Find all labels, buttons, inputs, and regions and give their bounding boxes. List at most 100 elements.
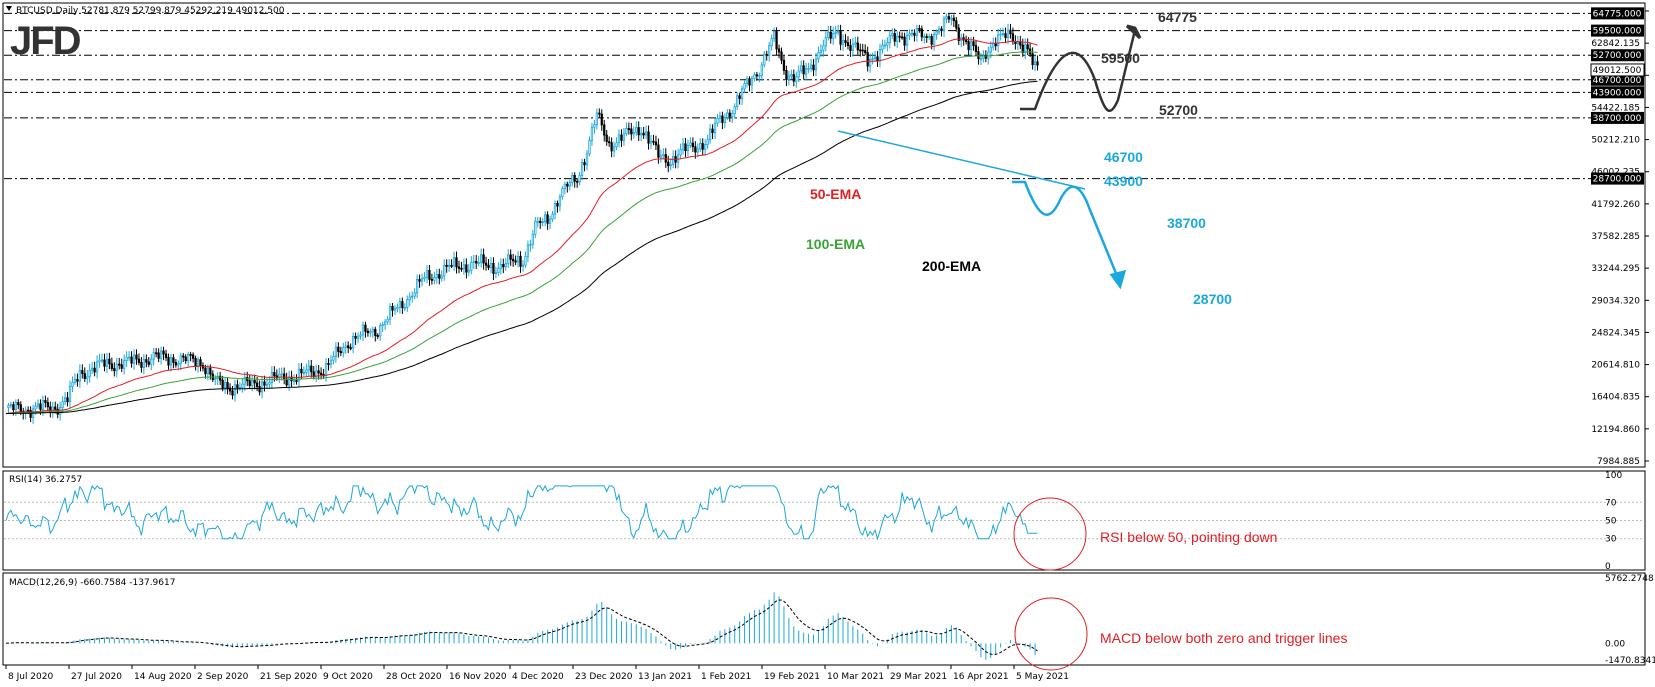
candle-body <box>130 356 133 364</box>
candle-body <box>876 56 879 62</box>
candle-body <box>470 262 473 271</box>
candle-body <box>1016 41 1019 44</box>
candle-body <box>430 278 434 281</box>
candle-body <box>342 346 345 354</box>
candle-body <box>145 359 148 363</box>
macd-panel-frame <box>2 572 1646 666</box>
candle-body <box>214 378 217 381</box>
candle-body <box>903 36 906 46</box>
candle-body <box>98 359 101 363</box>
candle-body <box>95 361 99 373</box>
candle-body <box>1024 44 1027 54</box>
candle-body <box>174 362 178 366</box>
candle-body <box>632 131 635 135</box>
candle-body <box>223 382 227 389</box>
candle-body <box>41 400 45 410</box>
price-y-tick-label: 12194.860 <box>1591 425 1640 435</box>
candle-body <box>307 365 310 371</box>
candle-body <box>684 143 687 152</box>
candle-body <box>44 400 47 403</box>
candle-body <box>255 382 259 387</box>
candle-body <box>477 262 480 264</box>
candle-body <box>743 83 746 90</box>
candle-body <box>462 264 466 270</box>
candle-body <box>827 31 830 39</box>
candle-body <box>386 318 389 323</box>
candle-body <box>236 384 239 389</box>
candle-body <box>556 202 559 207</box>
candle-body <box>253 380 256 384</box>
candle-body <box>467 269 470 273</box>
x-tick-label: 2 Sep 2020 <box>197 672 249 682</box>
candle-body <box>711 128 714 134</box>
candle-body <box>14 402 17 411</box>
candle-body <box>534 220 537 235</box>
rsi-highlight-circle <box>1013 497 1087 571</box>
price-y-tick-label: 20614.810 <box>1591 361 1640 371</box>
candle-body <box>440 275 443 279</box>
ema100-line <box>5 51 1038 415</box>
level-badge <box>1591 172 1644 185</box>
candle-body <box>868 59 872 67</box>
rsi-header: RSI(14) 36.2757 <box>9 475 82 485</box>
candle-body <box>63 397 67 403</box>
candle-body <box>423 276 426 280</box>
x-tick-label: 9 Oct 2020 <box>323 672 373 682</box>
candle-body <box>942 18 946 32</box>
x-tick-label: 21 Sep 2020 <box>260 672 317 682</box>
candle-body <box>1009 29 1012 35</box>
candle-body <box>251 380 254 386</box>
candle-body <box>265 383 269 386</box>
candle-body <box>359 334 362 337</box>
candle-body <box>339 351 342 354</box>
candle-body <box>137 358 141 363</box>
candle-body <box>772 31 776 39</box>
candle-body <box>763 53 766 66</box>
ema200-label: 200-EMA <box>922 258 981 274</box>
candle-body <box>349 347 352 350</box>
candle-body <box>413 292 416 297</box>
candle-body <box>910 32 914 35</box>
candle-body <box>371 328 374 332</box>
candle-body <box>708 128 712 141</box>
candle-body <box>425 270 429 278</box>
candle-body <box>81 370 84 375</box>
candle-body <box>745 78 749 84</box>
candle-body <box>305 369 308 373</box>
candle-body <box>563 183 566 189</box>
candle-body <box>637 127 640 136</box>
candle-body <box>1029 48 1032 55</box>
candle-body <box>460 267 463 270</box>
candle-body <box>723 117 727 123</box>
candle-body <box>681 143 685 151</box>
candle-body <box>319 372 323 375</box>
rsi-y-tick-label: 50 <box>1605 517 1617 527</box>
candle-body <box>758 75 761 77</box>
candle-body <box>920 28 923 38</box>
target-52700-label: 52700 <box>1159 102 1198 118</box>
candle-body <box>140 362 143 368</box>
x-tick-label: 13 Jan 2021 <box>638 672 692 682</box>
candle-body <box>883 44 887 47</box>
candle-body <box>1001 33 1005 36</box>
candle-body <box>893 33 896 42</box>
candle-body <box>647 131 650 144</box>
candle-body <box>861 49 864 52</box>
candle-body <box>836 30 840 33</box>
candle-body <box>536 220 539 223</box>
candle-body <box>659 155 663 158</box>
candle-body <box>135 354 138 360</box>
target-64775-label: 64775 <box>1158 9 1197 25</box>
candle-body <box>302 372 306 374</box>
candle-body <box>694 146 697 153</box>
trendline <box>837 130 1086 190</box>
candle-body <box>851 43 855 51</box>
candle-body <box>925 36 928 38</box>
candle-body <box>354 336 357 339</box>
candle-body <box>979 57 983 60</box>
candle-body <box>7 405 10 408</box>
candle-body <box>871 58 874 60</box>
candle-body <box>610 142 613 152</box>
collapse-icon[interactable] <box>6 6 12 11</box>
candle-body <box>940 28 943 32</box>
